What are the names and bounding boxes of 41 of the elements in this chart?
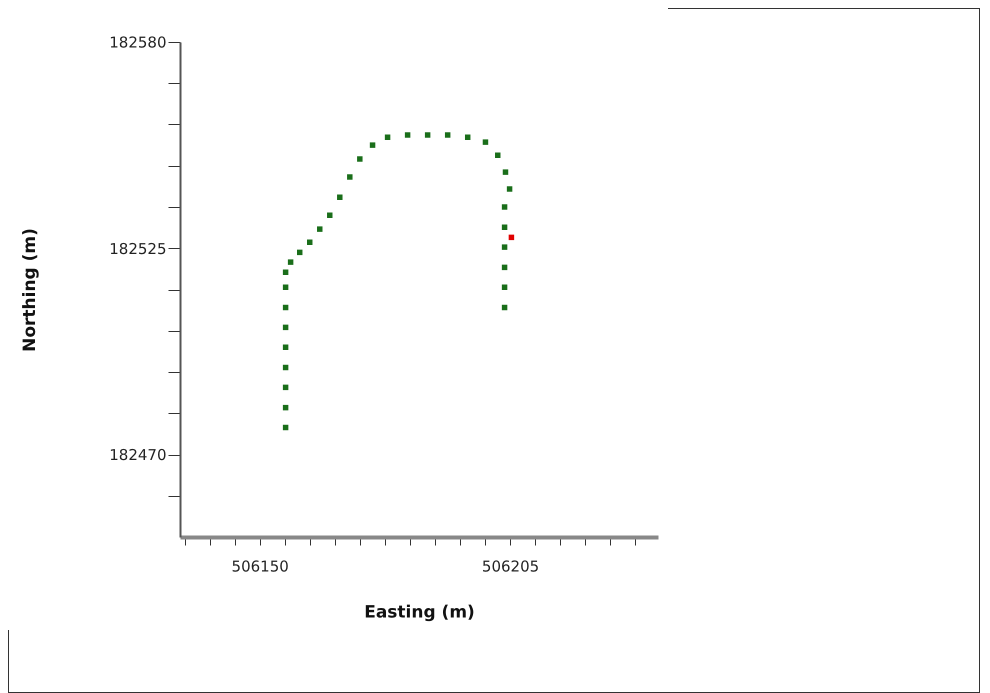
point <box>288 259 294 265</box>
point <box>508 234 514 240</box>
y-tick-label: 182580 <box>109 34 166 52</box>
x-tick-label: 506150 <box>232 558 289 576</box>
point <box>424 132 430 138</box>
x-tick-label: 506205 <box>482 558 540 576</box>
point <box>282 384 288 390</box>
y-axis-title: Northing (m) <box>20 228 40 352</box>
point <box>317 226 322 232</box>
y-tick-label: 182470 <box>109 446 166 464</box>
point <box>502 224 508 230</box>
y-tick-label: 182525 <box>109 240 166 258</box>
point <box>464 134 470 140</box>
point <box>282 424 288 430</box>
point <box>404 132 410 138</box>
point <box>357 156 363 162</box>
point <box>307 240 312 245</box>
point <box>282 270 288 275</box>
point <box>384 134 390 140</box>
point <box>502 204 508 210</box>
point <box>506 186 512 192</box>
point <box>282 344 288 350</box>
point <box>282 284 288 290</box>
point <box>502 264 508 270</box>
point <box>502 304 508 310</box>
point <box>482 139 488 145</box>
point <box>495 152 500 158</box>
point <box>282 324 288 330</box>
point <box>347 174 353 180</box>
point <box>502 169 508 175</box>
point <box>502 284 508 290</box>
point <box>282 404 288 410</box>
point <box>327 212 333 218</box>
point <box>282 304 288 310</box>
point <box>282 364 288 370</box>
point <box>370 142 376 148</box>
point <box>337 194 343 200</box>
x-axis-title: Easting (m) <box>364 602 475 622</box>
point <box>444 132 450 138</box>
point <box>296 250 302 256</box>
point <box>502 244 508 250</box>
